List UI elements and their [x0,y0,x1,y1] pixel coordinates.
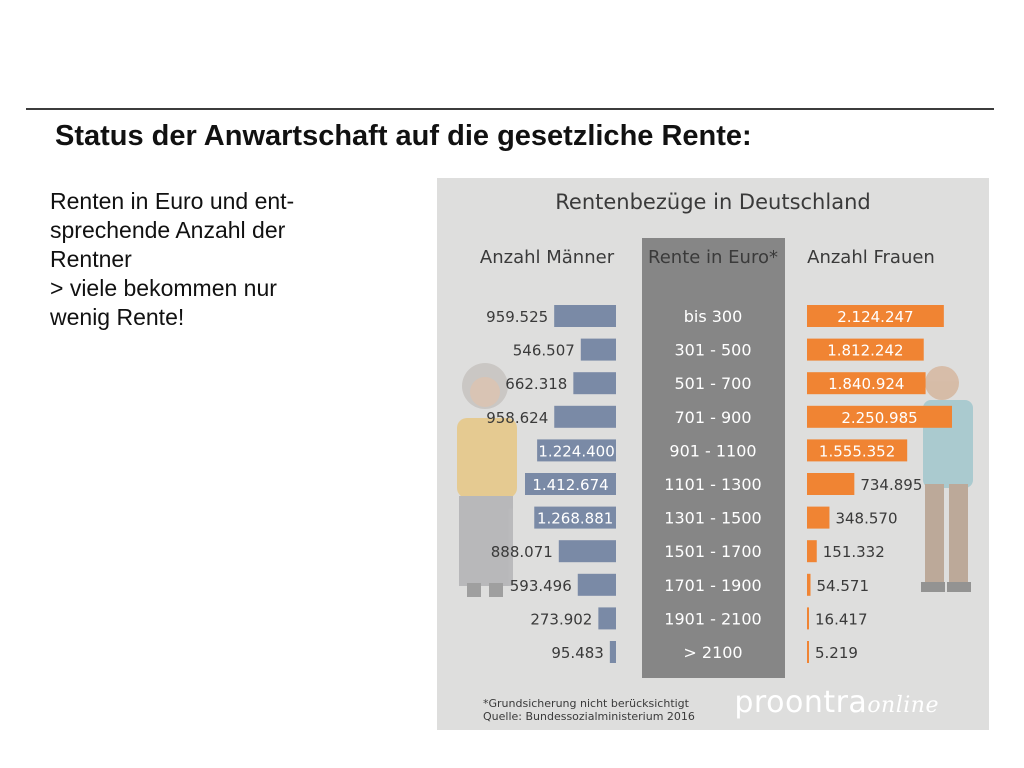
women-value-label: 348.570 [835,510,897,528]
rente-category-label: 701 - 900 [674,408,751,427]
rente-category-label: 301 - 500 [674,341,751,360]
women-bar [807,641,809,663]
brand-sub: online [867,693,939,718]
women-value-label: 734.895 [860,476,922,494]
chart-title: Rentenbezüge in Deutschland [555,190,870,214]
women-value-label: 2.124.247 [837,308,913,326]
rente-category-label: bis 300 [684,307,743,326]
top-rule [26,108,994,110]
women-bar [807,305,944,327]
rente-category-label: > 2100 [683,643,742,662]
woman-illustration-icon [457,363,517,597]
man-illustration-icon [921,366,973,592]
rente-category-label: 1301 - 1500 [664,509,761,528]
women-value-label: 2.250.985 [841,409,917,427]
body-line: > viele bekommen nur [50,275,277,301]
men-value-label: 1.412.674 [532,476,608,494]
men-value-label: 959.525 [486,308,548,326]
men-bar [525,473,616,495]
men-bar [534,506,616,529]
men-value-label: 958.624 [486,409,548,427]
men-bar [598,607,616,630]
men-bar [609,641,616,663]
men-value-label: 95.483 [551,644,604,662]
men-bar [580,338,616,361]
women-value-label: 1.812.242 [827,342,903,360]
men-value-label: 1.268.881 [537,510,613,528]
women-bar [807,573,811,596]
women-value-label: 5.219 [815,644,858,662]
women-bar [807,540,817,563]
women-bar [807,405,952,428]
men-value-label: 593.496 [510,577,572,595]
men-bar [554,405,616,428]
women-value-label: 16.417 [815,610,868,628]
women-bar [807,372,926,395]
women-bar [807,506,830,529]
women-value-label: 1.840.924 [828,375,904,393]
pension-infographic: Rentenbezüge in Deutschland Anzahl Männe… [437,178,989,730]
men-bar [573,372,616,395]
rente-category-label: 1501 - 1700 [664,542,761,561]
header-men: Anzahl Männer [480,247,615,268]
women-bar [807,473,855,495]
body-line: sprechende Anzahl der [50,217,286,243]
body-line: Renten in Euro und ent- [50,188,295,214]
brand-main: proontra [734,685,868,720]
men-bar [577,573,616,596]
rente-category-label: 1901 - 2100 [664,609,761,628]
header-rente: Rente in Euro* [648,247,778,268]
body-line: wenig Rente! [50,304,185,330]
women-value-label: 151.332 [823,543,885,561]
women-bar [807,338,924,361]
rente-category-label: 501 - 700 [674,374,751,393]
rente-category-label: 1701 - 1900 [664,576,761,595]
men-bar [537,439,616,462]
header-women: Anzahl Frauen [807,247,935,268]
women-value-label: 54.571 [817,577,870,595]
rente-category-label: 1101 - 1300 [664,475,761,494]
footnote: *Grundsicherung nicht berücksichtigt [483,697,690,710]
body-line: Rentner [50,246,132,272]
men-bar [558,540,616,563]
men-value-label: 1.224.400 [538,442,614,460]
men-value-label: 888.071 [491,543,553,561]
women-value-label: 1.555.352 [819,442,895,460]
women-bar [807,607,809,630]
source: Quelle: Bundessozialministerium 2016 [483,710,695,723]
men-value-label: 662.318 [505,375,567,393]
men-value-label: 273.902 [530,610,592,628]
slide-title: Status der Anwartschaft auf die gesetzli… [55,120,752,152]
men-bar [554,305,616,327]
center-column [642,238,785,678]
women-bar [807,439,908,462]
rente-category-label: 901 - 1100 [669,441,756,460]
men-value-label: 546.507 [513,342,575,360]
pension-chart: Rentenbezüge in Deutschland Anzahl Männe… [457,190,973,723]
body-text: Renten in Euro und ent- sprechende Anzah… [50,187,410,332]
brand-logo: proontraonline [734,685,939,720]
